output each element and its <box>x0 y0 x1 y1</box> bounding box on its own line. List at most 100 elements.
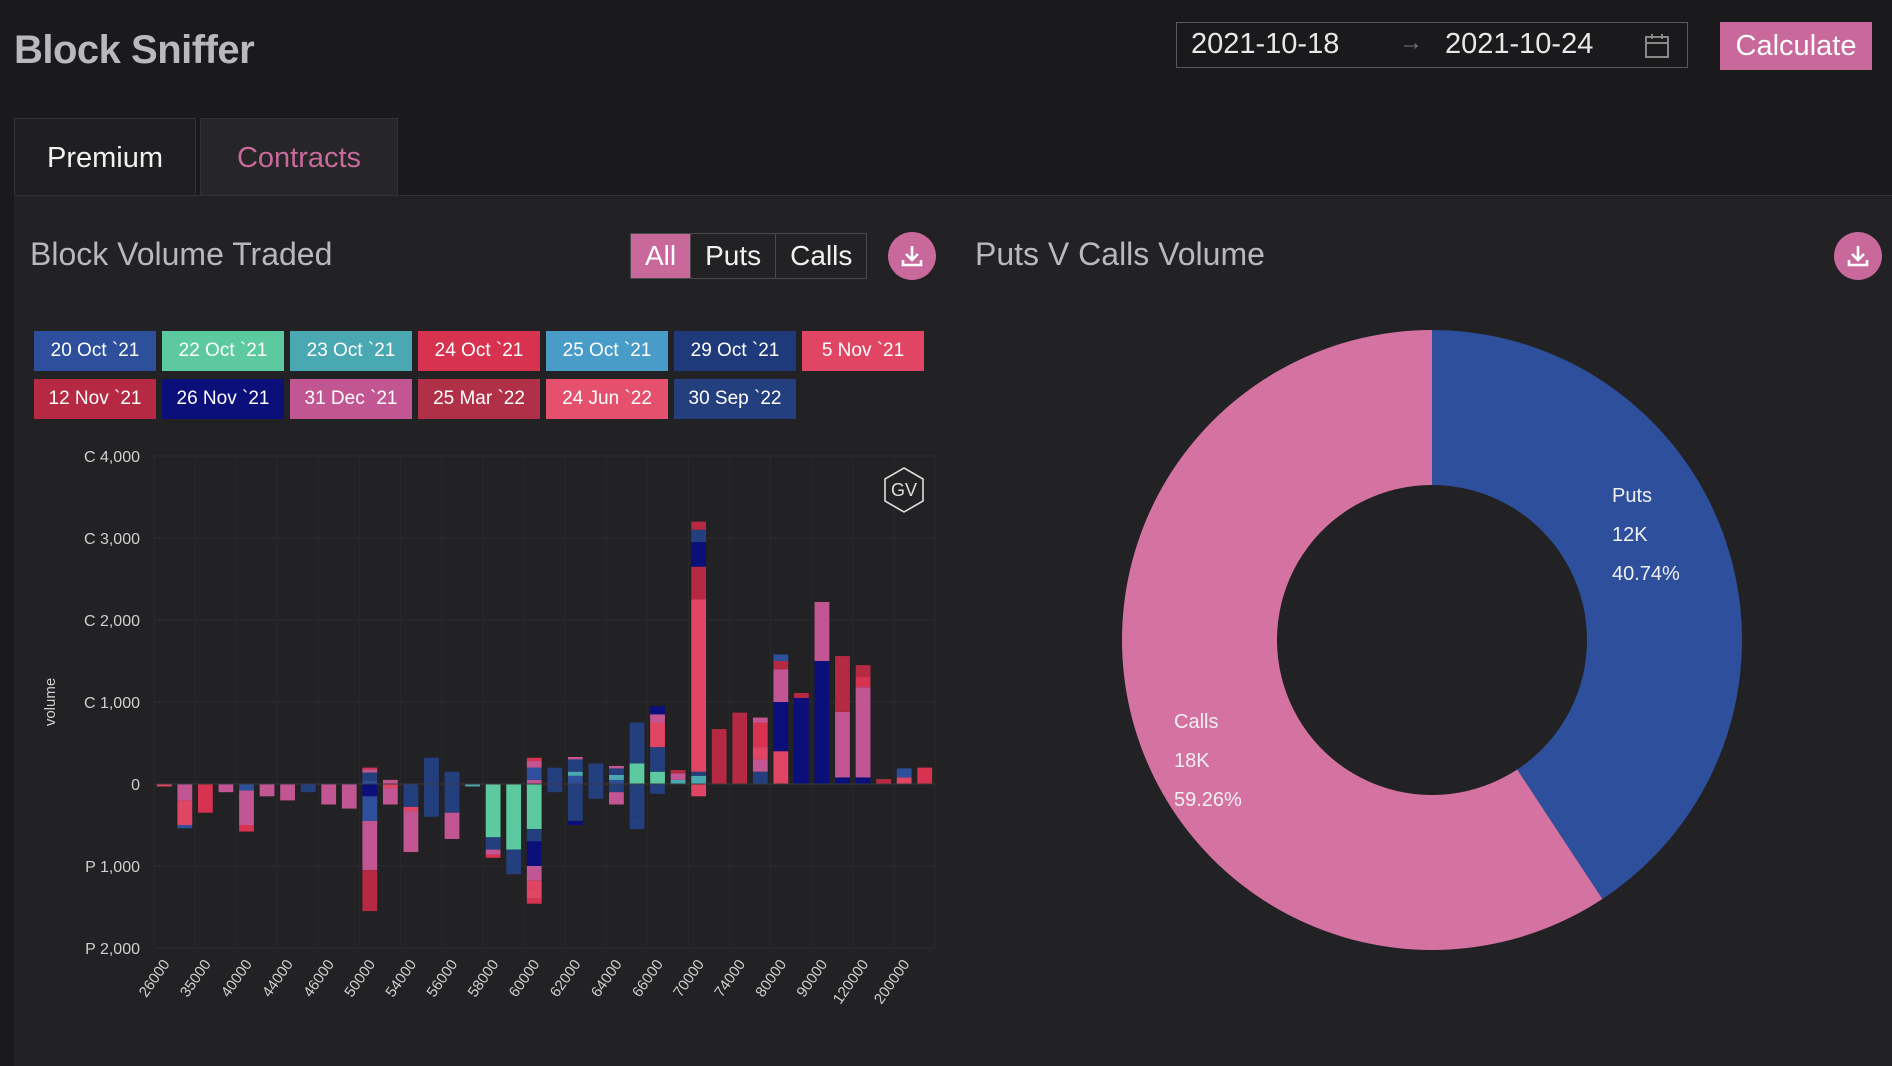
bar-segment <box>794 698 809 784</box>
bar-segment <box>321 784 336 805</box>
x-tick-label: 44000 <box>259 957 297 1001</box>
bar-segment <box>383 784 398 788</box>
legend-tag[interactable]: 22 Oct `21 <box>162 331 284 371</box>
start-date-field[interactable]: 2021-10-18 <box>1191 28 1339 61</box>
end-date-field[interactable]: 2021-10-24 <box>1445 28 1593 61</box>
y-tick-label: C 2,000 <box>84 613 140 630</box>
bar-segment <box>486 855 501 858</box>
bar-segment <box>527 841 542 866</box>
calendar-icon[interactable] <box>1644 33 1670 64</box>
bar-segment <box>547 784 562 792</box>
bar-segment <box>630 784 645 817</box>
bar-segment <box>239 791 254 825</box>
bar-segment <box>876 779 891 784</box>
bar-segment <box>691 530 706 542</box>
x-tick-label: 58000 <box>465 957 503 1001</box>
legend-tag[interactable]: 24 Jun `22 <box>546 379 668 419</box>
bar-segment <box>630 723 645 764</box>
x-tick-label: 64000 <box>588 957 626 1001</box>
bar-segment <box>691 772 706 776</box>
x-tick-label: 50000 <box>341 957 379 1001</box>
x-tick-label: 54000 <box>382 957 420 1001</box>
download-puts-calls-button[interactable] <box>1834 232 1882 280</box>
bar-segment <box>568 784 583 800</box>
filter-calls-button[interactable]: Calls <box>776 234 866 278</box>
bar-segment <box>753 718 768 723</box>
bar-segment <box>547 768 562 784</box>
bar-segment <box>362 870 377 911</box>
bar-segment <box>177 784 192 800</box>
bar-segment <box>773 661 788 669</box>
bar-segment <box>773 702 788 751</box>
legend-tag[interactable]: 29 Oct `21 <box>674 331 796 371</box>
bar-segment <box>383 780 398 784</box>
x-tick-label: 90000 <box>793 957 831 1001</box>
legend-tag[interactable]: 24 Oct `21 <box>418 331 540 371</box>
legend-tag[interactable]: 31 Dec `21 <box>290 379 412 419</box>
bar-segment <box>835 712 850 778</box>
bar-segment <box>424 784 439 817</box>
legend-tag[interactable]: 30 Sep `22 <box>674 379 796 419</box>
bar-segment <box>383 788 398 804</box>
bar-segment <box>424 758 439 784</box>
bar-segment <box>753 772 768 784</box>
bar-segment <box>712 729 727 784</box>
bar-segment <box>568 772 583 776</box>
bar-segment <box>650 747 665 772</box>
bar-segment <box>856 777 871 784</box>
bar-segment <box>753 759 768 771</box>
bar-segment <box>835 656 850 712</box>
bar-segment <box>527 761 542 768</box>
filter-puts-button[interactable]: Puts <box>691 234 776 278</box>
date-range-picker[interactable]: 2021-10-18 → 2021-10-24 <box>1176 22 1688 68</box>
bar-segment <box>773 669 788 702</box>
bar-segment <box>630 764 645 785</box>
tab-premium[interactable]: Premium <box>14 118 196 196</box>
x-tick-label: 74000 <box>711 957 749 1001</box>
x-tick-label: 80000 <box>752 957 790 1001</box>
bar-segment <box>362 768 377 770</box>
bar-segment <box>527 899 542 904</box>
legend-tag[interactable]: 20 Oct `21 <box>34 331 156 371</box>
bar-segment <box>609 766 624 768</box>
bar-segment <box>917 768 932 784</box>
download-block-volume-button[interactable] <box>888 232 936 280</box>
bar-segment <box>239 825 254 832</box>
legend-tag[interactable]: 12 Nov `21 <box>34 379 156 419</box>
legend-tag[interactable]: 23 Oct `21 <box>290 331 412 371</box>
y-tick-label: C 4,000 <box>84 449 140 466</box>
bar-segment <box>445 784 460 813</box>
filter-all-button[interactable]: All <box>631 234 691 278</box>
bar-segment <box>527 881 542 889</box>
bar-segment <box>280 784 295 800</box>
bar-segment <box>897 777 912 784</box>
bar-segment <box>691 784 706 796</box>
bar-segment <box>650 723 665 748</box>
bar-segment <box>691 600 706 772</box>
legend-tag[interactable]: 26 Nov `21 <box>162 379 284 419</box>
bar-segment <box>568 800 583 821</box>
bar-segment <box>404 807 419 811</box>
tab-contracts[interactable]: Contracts <box>200 118 398 196</box>
bar-segment <box>362 769 377 772</box>
legend-tag[interactable]: 25 Oct `21 <box>546 331 668 371</box>
bar-segment <box>219 784 234 792</box>
bar-segment <box>609 768 624 775</box>
legend-tag[interactable]: 5 Nov `21 <box>802 331 924 371</box>
donut-label: Calls <box>1174 711 1218 733</box>
x-tick-label: 200000 <box>871 957 914 1008</box>
range-separator-icon: → <box>1399 29 1423 57</box>
bar-segment <box>671 773 686 780</box>
bar-segment <box>835 777 850 784</box>
bar-segment <box>239 784 254 791</box>
donut-label: 18K <box>1174 750 1210 772</box>
bar-segment <box>445 772 460 784</box>
bar-segment <box>815 661 830 784</box>
bar-segment <box>650 706 665 714</box>
y-tick-label: 0 <box>131 777 140 794</box>
donut-label: 40.74% <box>1612 563 1680 585</box>
bar-segment <box>527 866 542 881</box>
legend-tag[interactable]: 25 Mar `22 <box>418 379 540 419</box>
bar-segment <box>773 654 788 661</box>
calculate-button[interactable]: Calculate <box>1720 22 1872 70</box>
